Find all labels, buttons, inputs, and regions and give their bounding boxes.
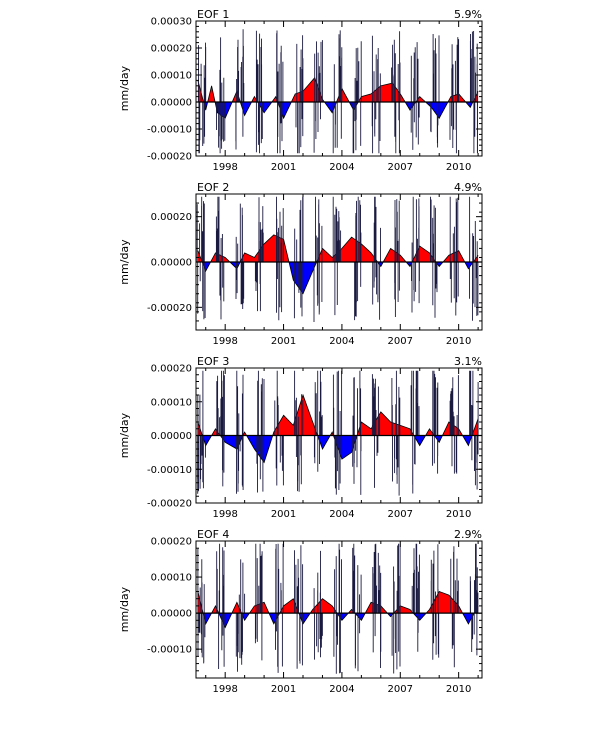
x-tick-label: 1998: [212, 684, 237, 695]
x-tick-label: 2004: [329, 162, 354, 173]
x-tick-label: 2010: [446, 684, 471, 695]
y-tick-label: -0.00020: [147, 499, 192, 510]
x-tick-label: 2007: [388, 162, 413, 173]
y-tick-label: 0.00000: [151, 609, 192, 620]
y-tick-label: 0.00020: [151, 44, 192, 55]
x-tick-label: 2007: [388, 684, 413, 695]
x-tick-label: 2001: [271, 336, 296, 347]
y-tick-label: -0.00010: [147, 125, 192, 136]
y-tick-label: -0.00010: [147, 645, 192, 656]
x-tick-label: 2010: [446, 336, 471, 347]
variance-label: 2.9%: [454, 528, 482, 541]
x-tick-label: 2001: [271, 684, 296, 695]
x-tick-label: 1998: [212, 336, 237, 347]
y-tick-label: 0.00010: [151, 71, 192, 82]
positive-area: [197, 77, 479, 102]
y-tick-label: 0.00000: [151, 258, 192, 269]
y-tick-label: 0.00020: [151, 537, 192, 548]
y-tick-label: -0.00010: [147, 465, 192, 476]
y-axis-label: mm/day: [118, 239, 131, 285]
y-tick-label: -0.00020: [147, 303, 192, 314]
y-axis-label: mm/day: [118, 412, 131, 458]
y-tick-label: 0.00010: [151, 573, 192, 584]
x-tick-label: 1998: [212, 162, 237, 173]
panel-eof-4: -0.00010 0.00000 0.00010 0.00020 1998 2001 200…: [118, 528, 483, 695]
x-tick-label: 2004: [329, 336, 354, 347]
y-tick-label: 0.00030: [151, 17, 192, 28]
x-tick-label: 2001: [271, 162, 296, 173]
series-spikes: [196, 196, 479, 322]
y-axis-label: mm/day: [118, 65, 131, 111]
panel-eof-3: -0.00020 -0.00010 0.00000 0.00010 0.00020 199…: [118, 355, 483, 520]
y-tick-label: -0.00020: [147, 152, 192, 163]
x-tick-label: 2010: [446, 509, 471, 520]
panel-eof-2: -0.00020 0.00000 0.00020 1998 2001 2004 2007 20…: [118, 181, 483, 347]
variance-label: 3.1%: [454, 355, 482, 368]
panel-title: EOF 2: [197, 181, 229, 194]
panel-title: EOF 3: [197, 355, 229, 368]
positive-area: [197, 234, 479, 262]
panel-eof-1: -0.00020 -0.00010 0.00000 0.00010 0.00020 0.0…: [118, 8, 483, 173]
positive-area: [197, 591, 479, 614]
x-tick-label: 2004: [329, 509, 354, 520]
x-tick-label: 2001: [271, 509, 296, 520]
panel-title: EOF 4: [197, 528, 229, 541]
series-spikes: [197, 370, 479, 496]
y-tick-label: 0.00000: [151, 431, 192, 442]
series-spikes: [198, 29, 478, 154]
variance-label: 5.9%: [454, 8, 482, 21]
plot-frame: [195, 20, 483, 157]
y-tick-label: 0.00010: [151, 397, 192, 408]
negative-area: [202, 435, 472, 463]
y-tick-label: 0.00020: [151, 212, 192, 223]
plot-frame: [195, 540, 483, 679]
x-tick-label: 1998: [212, 509, 237, 520]
x-tick-label: 2007: [388, 509, 413, 520]
variance-label: 4.9%: [454, 181, 482, 194]
x-tick-label: 2007: [388, 336, 413, 347]
series-spikes: [197, 543, 479, 674]
negative-area: [203, 102, 473, 119]
x-tick-label: 2004: [329, 684, 354, 695]
panel-title: EOF 1: [197, 8, 229, 21]
y-tick-label: 0.00000: [151, 98, 192, 109]
y-tick-label: 0.00020: [151, 364, 192, 375]
x-tick-label: 2010: [446, 162, 471, 173]
y-axis-label: mm/day: [118, 586, 131, 632]
